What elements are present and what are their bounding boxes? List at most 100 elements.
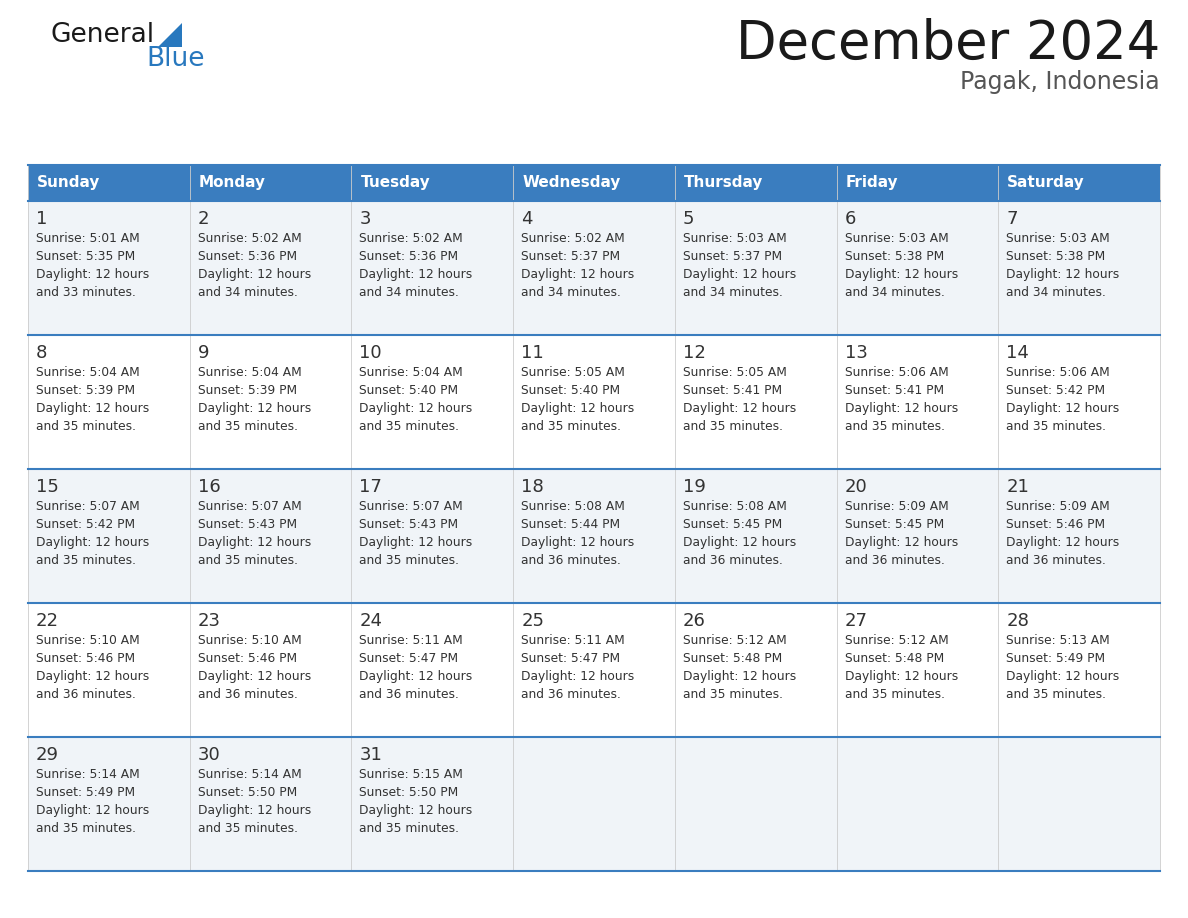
Text: Sunrise: 5:09 AM: Sunrise: 5:09 AM [845, 500, 948, 513]
Text: Daylight: 12 hours: Daylight: 12 hours [845, 536, 958, 549]
Text: Sunrise: 5:14 AM: Sunrise: 5:14 AM [36, 768, 140, 781]
Text: Sunday: Sunday [37, 175, 100, 191]
Text: Daylight: 12 hours: Daylight: 12 hours [522, 402, 634, 415]
Text: Sunset: 5:46 PM: Sunset: 5:46 PM [1006, 518, 1105, 531]
Text: Sunset: 5:49 PM: Sunset: 5:49 PM [1006, 652, 1105, 665]
Text: and 35 minutes.: and 35 minutes. [683, 420, 783, 433]
Text: 24: 24 [360, 612, 383, 630]
Text: Sunrise: 5:07 AM: Sunrise: 5:07 AM [197, 500, 302, 513]
Text: and 35 minutes.: and 35 minutes. [197, 554, 298, 567]
Text: 27: 27 [845, 612, 867, 630]
Text: 20: 20 [845, 478, 867, 496]
Text: Blue: Blue [146, 46, 204, 72]
Bar [29, 737, 1159, 871]
Text: 3: 3 [360, 210, 371, 228]
Text: Sunset: 5:44 PM: Sunset: 5:44 PM [522, 518, 620, 531]
Text: 8: 8 [36, 344, 48, 362]
Text: Sunset: 5:37 PM: Sunset: 5:37 PM [522, 250, 620, 263]
Text: and 35 minutes.: and 35 minutes. [1006, 420, 1106, 433]
Text: Daylight: 12 hours: Daylight: 12 hours [360, 804, 473, 817]
Text: Sunset: 5:49 PM: Sunset: 5:49 PM [36, 786, 135, 799]
Text: Sunrise: 5:10 AM: Sunrise: 5:10 AM [197, 634, 302, 647]
Text: 11: 11 [522, 344, 544, 362]
Text: and 35 minutes.: and 35 minutes. [36, 554, 135, 567]
Text: Sunrise: 5:03 AM: Sunrise: 5:03 AM [1006, 232, 1110, 245]
Text: Sunset: 5:43 PM: Sunset: 5:43 PM [360, 518, 459, 531]
Text: Sunset: 5:38 PM: Sunset: 5:38 PM [1006, 250, 1106, 263]
Text: and 36 minutes.: and 36 minutes. [683, 554, 783, 567]
Text: and 36 minutes.: and 36 minutes. [522, 554, 621, 567]
Text: Sunrise: 5:08 AM: Sunrise: 5:08 AM [683, 500, 786, 513]
Text: Sunset: 5:39 PM: Sunset: 5:39 PM [36, 384, 135, 397]
Text: and 34 minutes.: and 34 minutes. [197, 286, 297, 299]
Text: Sunrise: 5:12 AM: Sunrise: 5:12 AM [683, 634, 786, 647]
Text: and 35 minutes.: and 35 minutes. [845, 688, 944, 701]
Text: Daylight: 12 hours: Daylight: 12 hours [360, 670, 473, 683]
Text: Sunrise: 5:07 AM: Sunrise: 5:07 AM [360, 500, 463, 513]
Text: Sunset: 5:36 PM: Sunset: 5:36 PM [197, 250, 297, 263]
Text: Sunrise: 5:09 AM: Sunrise: 5:09 AM [1006, 500, 1110, 513]
Text: Daylight: 12 hours: Daylight: 12 hours [845, 670, 958, 683]
Bar [29, 603, 1159, 737]
Text: and 34 minutes.: and 34 minutes. [845, 286, 944, 299]
Text: Sunset: 5:37 PM: Sunset: 5:37 PM [683, 250, 782, 263]
Text: and 35 minutes.: and 35 minutes. [197, 420, 298, 433]
Text: Sunrise: 5:06 AM: Sunrise: 5:06 AM [845, 366, 948, 379]
Text: 4: 4 [522, 210, 532, 228]
Text: General: General [50, 22, 154, 48]
Text: 31: 31 [360, 746, 383, 764]
Text: 7: 7 [1006, 210, 1018, 228]
Text: Sunset: 5:38 PM: Sunset: 5:38 PM [845, 250, 943, 263]
Text: 14: 14 [1006, 344, 1029, 362]
Text: Sunset: 5:48 PM: Sunset: 5:48 PM [683, 652, 782, 665]
Text: Sunset: 5:48 PM: Sunset: 5:48 PM [845, 652, 943, 665]
Text: Sunset: 5:41 PM: Sunset: 5:41 PM [683, 384, 782, 397]
Text: Sunrise: 5:05 AM: Sunrise: 5:05 AM [522, 366, 625, 379]
Text: Daylight: 12 hours: Daylight: 12 hours [1006, 402, 1119, 415]
Bar [29, 469, 1159, 603]
Text: Daylight: 12 hours: Daylight: 12 hours [1006, 670, 1119, 683]
Text: Sunset: 5:39 PM: Sunset: 5:39 PM [197, 384, 297, 397]
Text: Friday: Friday [846, 175, 898, 191]
Polygon shape [158, 23, 182, 47]
Text: Daylight: 12 hours: Daylight: 12 hours [522, 670, 634, 683]
Text: and 36 minutes.: and 36 minutes. [522, 688, 621, 701]
Text: Daylight: 12 hours: Daylight: 12 hours [36, 536, 150, 549]
Text: Sunset: 5:45 PM: Sunset: 5:45 PM [845, 518, 943, 531]
Text: and 34 minutes.: and 34 minutes. [1006, 286, 1106, 299]
Text: 16: 16 [197, 478, 221, 496]
Text: and 36 minutes.: and 36 minutes. [36, 688, 135, 701]
Text: Daylight: 12 hours: Daylight: 12 hours [522, 536, 634, 549]
Text: and 34 minutes.: and 34 minutes. [683, 286, 783, 299]
Text: Sunrise: 5:11 AM: Sunrise: 5:11 AM [360, 634, 463, 647]
Text: Daylight: 12 hours: Daylight: 12 hours [36, 268, 150, 281]
Text: Sunrise: 5:05 AM: Sunrise: 5:05 AM [683, 366, 786, 379]
Text: Sunrise: 5:13 AM: Sunrise: 5:13 AM [1006, 634, 1110, 647]
Text: 5: 5 [683, 210, 694, 228]
Text: Wednesday: Wednesday [523, 175, 620, 191]
Text: Sunset: 5:36 PM: Sunset: 5:36 PM [360, 250, 459, 263]
Text: and 36 minutes.: and 36 minutes. [1006, 554, 1106, 567]
Text: Sunrise: 5:14 AM: Sunrise: 5:14 AM [197, 768, 302, 781]
Text: Sunset: 5:35 PM: Sunset: 5:35 PM [36, 250, 135, 263]
Text: 30: 30 [197, 746, 221, 764]
Text: Daylight: 12 hours: Daylight: 12 hours [197, 536, 311, 549]
Text: 6: 6 [845, 210, 855, 228]
Text: 2: 2 [197, 210, 209, 228]
Text: and 35 minutes.: and 35 minutes. [360, 420, 460, 433]
Text: Sunrise: 5:03 AM: Sunrise: 5:03 AM [683, 232, 786, 245]
Text: Sunrise: 5:01 AM: Sunrise: 5:01 AM [36, 232, 140, 245]
Text: 15: 15 [36, 478, 59, 496]
Text: Sunset: 5:47 PM: Sunset: 5:47 PM [522, 652, 620, 665]
Text: Daylight: 12 hours: Daylight: 12 hours [522, 268, 634, 281]
Text: Sunrise: 5:10 AM: Sunrise: 5:10 AM [36, 634, 140, 647]
Text: 22: 22 [36, 612, 59, 630]
Text: 29: 29 [36, 746, 59, 764]
Text: and 33 minutes.: and 33 minutes. [36, 286, 135, 299]
Text: Sunrise: 5:15 AM: Sunrise: 5:15 AM [360, 768, 463, 781]
Text: Sunset: 5:42 PM: Sunset: 5:42 PM [36, 518, 135, 531]
Text: 25: 25 [522, 612, 544, 630]
Text: Sunrise: 5:04 AM: Sunrise: 5:04 AM [197, 366, 302, 379]
Text: and 35 minutes.: and 35 minutes. [522, 420, 621, 433]
Text: 23: 23 [197, 612, 221, 630]
